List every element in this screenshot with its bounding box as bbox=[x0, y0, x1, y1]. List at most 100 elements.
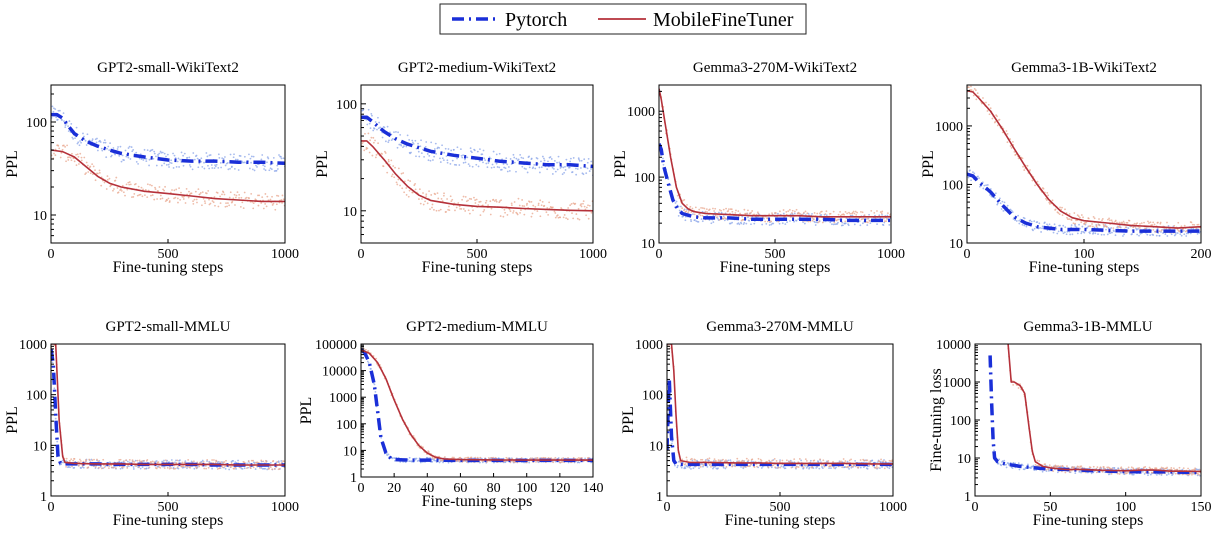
y-axis-label: PPL bbox=[314, 150, 331, 178]
raw-point bbox=[143, 148, 146, 151]
raw-point bbox=[473, 196, 475, 199]
raw-point bbox=[1133, 222, 1136, 225]
raw-point bbox=[748, 219, 751, 222]
raw-point bbox=[1140, 222, 1143, 225]
raw-point bbox=[699, 465, 702, 468]
raw-point bbox=[837, 221, 839, 224]
raw-point bbox=[1038, 222, 1041, 225]
raw-point bbox=[513, 201, 516, 203]
raw-point bbox=[690, 220, 693, 223]
raw-point bbox=[866, 217, 869, 220]
raw-point bbox=[1178, 230, 1181, 233]
raw-point bbox=[155, 164, 158, 167]
raw-point bbox=[1021, 223, 1024, 226]
raw-point bbox=[433, 148, 436, 150]
raw-point bbox=[1100, 467, 1103, 470]
raw-point bbox=[264, 467, 267, 470]
raw-point bbox=[811, 465, 814, 468]
raw-point bbox=[166, 199, 169, 202]
raw-point bbox=[1047, 194, 1050, 197]
raw-point bbox=[250, 192, 253, 195]
raw-point bbox=[578, 159, 581, 162]
raw-point bbox=[94, 169, 96, 172]
raw-point bbox=[559, 216, 562, 219]
raw-point bbox=[366, 360, 369, 363]
raw-point bbox=[144, 188, 147, 191]
raw-point bbox=[727, 209, 730, 212]
chart-title: Gemma3-1B-MMLU bbox=[1023, 319, 1152, 335]
raw-point bbox=[91, 139, 94, 142]
raw-point bbox=[1036, 221, 1039, 223]
raw-point bbox=[547, 457, 550, 459]
raw-point bbox=[526, 171, 529, 174]
raw-point bbox=[710, 465, 712, 468]
raw-point bbox=[695, 220, 698, 223]
raw-point bbox=[408, 456, 411, 459]
raw-point bbox=[1076, 232, 1079, 235]
y-axis-label: PPL bbox=[920, 150, 937, 178]
raw-point bbox=[67, 130, 70, 133]
raw-point bbox=[712, 221, 715, 223]
raw-point bbox=[451, 198, 454, 201]
raw-point bbox=[69, 459, 71, 462]
raw-point bbox=[260, 459, 263, 462]
raw-point bbox=[130, 146, 133, 148]
raw-point bbox=[75, 126, 78, 129]
raw-point bbox=[858, 220, 861, 222]
mobilefinetuner-series-line bbox=[1007, 344, 1201, 473]
raw-point bbox=[693, 213, 696, 216]
raw-point bbox=[1118, 473, 1121, 475]
raw-point bbox=[366, 123, 369, 126]
raw-point bbox=[157, 153, 159, 156]
raw-point bbox=[482, 149, 485, 152]
chart-title: Gemma3-270M-MMLU bbox=[706, 319, 854, 335]
raw-point bbox=[106, 175, 109, 178]
raw-point bbox=[400, 172, 403, 175]
raw-point bbox=[685, 210, 688, 213]
raw-point bbox=[1021, 157, 1024, 160]
raw-point bbox=[233, 193, 236, 196]
raw-point bbox=[377, 142, 380, 145]
raw-point bbox=[393, 131, 395, 134]
raw-point bbox=[582, 200, 585, 203]
raw-point bbox=[714, 214, 717, 217]
raw-point bbox=[54, 108, 57, 111]
raw-point bbox=[1034, 463, 1037, 466]
raw-point bbox=[1006, 132, 1009, 135]
raw-point bbox=[1102, 466, 1105, 468]
raw-point bbox=[151, 460, 154, 463]
raw-point bbox=[145, 160, 148, 163]
raw-point bbox=[265, 205, 268, 208]
x-tick-label: 500 bbox=[158, 500, 179, 515]
raw-point bbox=[262, 207, 265, 210]
raw-point bbox=[426, 202, 429, 205]
raw-point bbox=[722, 466, 725, 469]
raw-point bbox=[1181, 473, 1184, 476]
raw-point bbox=[712, 207, 714, 210]
raw-point bbox=[1048, 464, 1051, 467]
raw-point bbox=[98, 171, 101, 174]
raw-point bbox=[989, 188, 992, 190]
raw-point bbox=[866, 221, 869, 224]
raw-point bbox=[155, 467, 158, 470]
raw-point bbox=[1197, 223, 1200, 226]
raw-points bbox=[361, 108, 593, 221]
raw-point bbox=[541, 155, 544, 158]
mobilefinetuner-series-line bbox=[51, 149, 285, 203]
raw-point bbox=[201, 204, 203, 207]
raw-point bbox=[999, 202, 1002, 205]
raw-point bbox=[464, 210, 467, 212]
raw-point bbox=[213, 196, 216, 198]
raw-point bbox=[246, 467, 248, 470]
raw-point bbox=[790, 466, 793, 469]
raw-point bbox=[1134, 226, 1137, 228]
raw-point bbox=[788, 208, 791, 211]
raw-point bbox=[1192, 472, 1195, 475]
raw-point bbox=[370, 136, 373, 139]
raw-point bbox=[124, 149, 127, 152]
raw-point bbox=[53, 387, 56, 390]
raw-point bbox=[883, 459, 885, 461]
raw-point bbox=[196, 201, 198, 204]
raw-point bbox=[174, 461, 176, 464]
raw-point bbox=[563, 214, 566, 216]
